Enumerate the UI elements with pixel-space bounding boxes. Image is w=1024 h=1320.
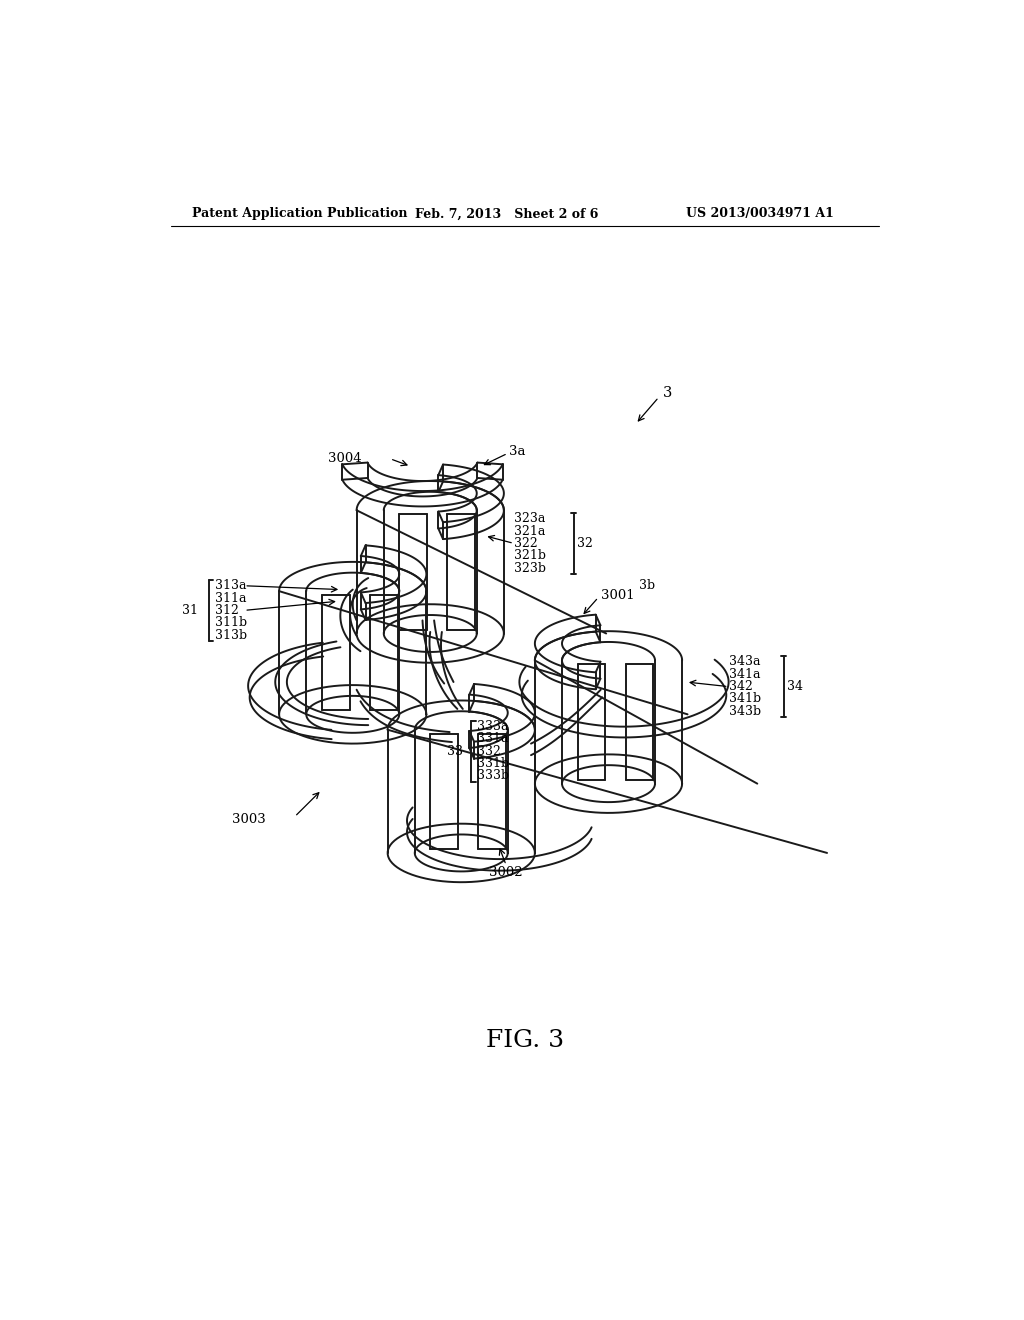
Text: 34: 34 [786, 680, 803, 693]
Text: 341b: 341b [729, 693, 762, 705]
Text: 33: 33 [446, 744, 463, 758]
Text: 342: 342 [729, 680, 754, 693]
Text: 333a: 333a [477, 721, 508, 733]
Text: 323b: 323b [514, 561, 546, 574]
Text: 3003: 3003 [232, 813, 266, 825]
Text: 332: 332 [477, 744, 501, 758]
Text: 321a: 321a [514, 524, 546, 537]
Text: 3002: 3002 [489, 866, 523, 879]
Text: Feb. 7, 2013   Sheet 2 of 6: Feb. 7, 2013 Sheet 2 of 6 [415, 207, 598, 220]
Text: 3001: 3001 [601, 589, 635, 602]
Text: 333b: 333b [477, 770, 509, 783]
Text: 341a: 341a [729, 668, 761, 681]
Text: 3a: 3a [509, 445, 525, 458]
Text: FIG. 3: FIG. 3 [485, 1028, 564, 1052]
Text: 311b: 311b [215, 616, 247, 630]
Text: 321b: 321b [514, 549, 546, 562]
Text: 343b: 343b [729, 705, 762, 718]
Text: 3b: 3b [640, 579, 655, 593]
Text: 343a: 343a [729, 656, 761, 668]
Text: Patent Application Publication: Patent Application Publication [191, 207, 408, 220]
Text: 312: 312 [215, 603, 239, 616]
Text: 3004: 3004 [329, 453, 362, 465]
Text: 3: 3 [663, 387, 672, 400]
Text: 32: 32 [578, 537, 593, 550]
Text: 331a: 331a [477, 733, 508, 746]
Text: 323a: 323a [514, 512, 546, 525]
Text: 331b: 331b [477, 758, 509, 770]
Text: 322: 322 [514, 537, 538, 550]
Text: 313a: 313a [215, 579, 247, 593]
Text: 31: 31 [181, 603, 198, 616]
Text: US 2013/0034971 A1: US 2013/0034971 A1 [686, 207, 834, 220]
Text: 311a: 311a [215, 591, 247, 605]
Text: 313b: 313b [215, 628, 247, 642]
